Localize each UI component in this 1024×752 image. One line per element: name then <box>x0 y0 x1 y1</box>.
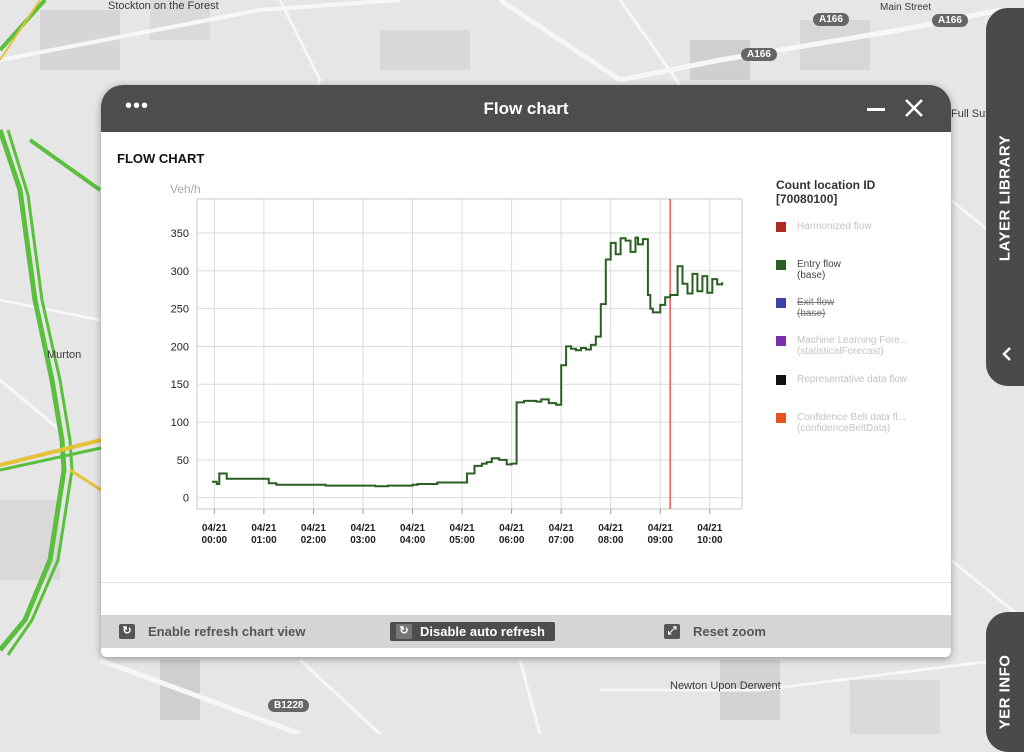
legend-label: Confidence Belt data fl... (confidenceBel… <box>797 412 906 434</box>
layer-info-label: YER INFO <box>996 654 1014 730</box>
legend-label: Representative data flow <box>797 374 908 385</box>
reset-zoom-label: Reset zoom <box>693 624 766 639</box>
window-header[interactable]: ••• Flow chart <box>101 85 951 132</box>
road-badge-a166: A166 <box>932 14 968 27</box>
auto-refresh-icon: ↻ <box>396 624 412 639</box>
y-tick-label: 150 <box>171 379 189 391</box>
legend-label: Entry flow (base) <box>797 259 841 281</box>
close-icon[interactable] <box>904 98 924 118</box>
layer-library-tab[interactable]: LAYER LIBRARY <box>986 8 1024 386</box>
x-tick-date: 04/21 <box>450 523 475 534</box>
legend-title: Count location ID [70080100] <box>776 178 875 206</box>
y-tick-label: 200 <box>171 341 189 353</box>
x-tick-date: 04/21 <box>697 523 722 534</box>
x-tick-date: 04/21 <box>648 523 673 534</box>
x-tick-time: 07:00 <box>548 535 574 543</box>
reset-zoom-icon: ⤢ <box>664 624 680 639</box>
x-tick-date: 04/21 <box>499 523 524 534</box>
x-tick-time: 00:00 <box>202 535 228 543</box>
legend-label: Machine Learning Fore... (statisticalFore… <box>797 335 909 357</box>
more-options-icon[interactable]: ••• <box>125 95 150 117</box>
x-tick-time: 01:00 <box>251 535 277 543</box>
enable-refresh-view-label: Enable refresh chart view <box>148 624 306 639</box>
chevron-left-icon[interactable] <box>1000 346 1014 362</box>
series-line-entry-flow[interactable] <box>211 236 724 488</box>
legend-swatch <box>776 413 786 423</box>
y-axis-label: Veh/h <box>170 182 201 196</box>
x-tick-time: 06:00 <box>499 535 525 543</box>
legend-swatch <box>776 375 786 385</box>
map-label-main-street: Main Street <box>880 2 932 13</box>
road-badge-a166: A166 <box>741 48 777 61</box>
x-tick-date: 04/21 <box>350 523 375 534</box>
map-label-stockton: Stockton on the Forest <box>108 0 219 12</box>
y-tick-label: 300 <box>171 266 189 278</box>
disable-auto-refresh-button[interactable]: ↻ Disable auto refresh <box>390 622 555 641</box>
legend-swatch <box>776 298 786 308</box>
x-tick-time: 09:00 <box>647 535 673 543</box>
divider <box>101 582 951 583</box>
legend-swatch <box>776 336 786 346</box>
map-label-full-sutton: Full Sut <box>951 108 989 120</box>
chart-toolbar: ↻ Enable refresh chart view ↻ Disable au… <box>101 615 951 648</box>
flow-chart-window: ••• Flow chart FLOW CHART 0 50 100 150 200 25… <box>101 85 951 657</box>
plot-area <box>196 198 743 510</box>
x-tick-date: 04/21 <box>549 523 574 534</box>
legend-title-line2: [70080100] <box>776 192 838 206</box>
refresh-icon: ↻ <box>119 624 135 639</box>
x-tick-date: 04/21 <box>251 523 276 534</box>
x-tick-date: 04/21 <box>598 523 623 534</box>
y-tick-label: 100 <box>171 417 189 429</box>
x-tick-time: 04:00 <box>400 535 426 543</box>
x-tick-date: 04/21 <box>301 523 326 534</box>
road-badge-a166: A166 <box>813 13 849 26</box>
legend-swatch <box>776 222 786 232</box>
road-badge-b1228: B1228 <box>268 699 310 712</box>
x-tick-time: 10:00 <box>697 535 723 543</box>
map-label-murton: Murton <box>47 349 82 361</box>
x-tick-time: 08:00 <box>598 535 624 543</box>
legend-label: Harmonized flow <box>797 221 872 232</box>
window-title: Flow chart <box>483 99 569 118</box>
layer-library-label: LAYER LIBRARY <box>996 134 1014 262</box>
x-tick-time: 05:00 <box>449 535 475 543</box>
legend-title-line1: Count location ID <box>776 178 876 192</box>
y-tick-label: 50 <box>177 455 189 467</box>
map-label-newton: Newton Upon Derwent <box>670 680 781 692</box>
y-tick-label: 0 <box>183 493 189 505</box>
disable-auto-refresh-label: Disable auto refresh <box>420 624 545 639</box>
x-tick-date: 04/21 <box>400 523 425 534</box>
section-title: FLOW CHART <box>117 151 205 166</box>
legend-label: Exit flow (base) <box>797 297 835 319</box>
layer-info-tab[interactable]: YER INFO <box>986 612 1024 752</box>
x-tick-time: 03:00 <box>350 535 376 543</box>
x-tick-time: 02:00 <box>301 535 327 543</box>
x-tick-date: 04/21 <box>202 523 227 534</box>
minimize-icon[interactable] <box>867 108 885 111</box>
legend-swatch <box>776 260 786 270</box>
y-tick-label: 350 <box>171 228 189 240</box>
y-tick-label: 250 <box>171 304 189 316</box>
